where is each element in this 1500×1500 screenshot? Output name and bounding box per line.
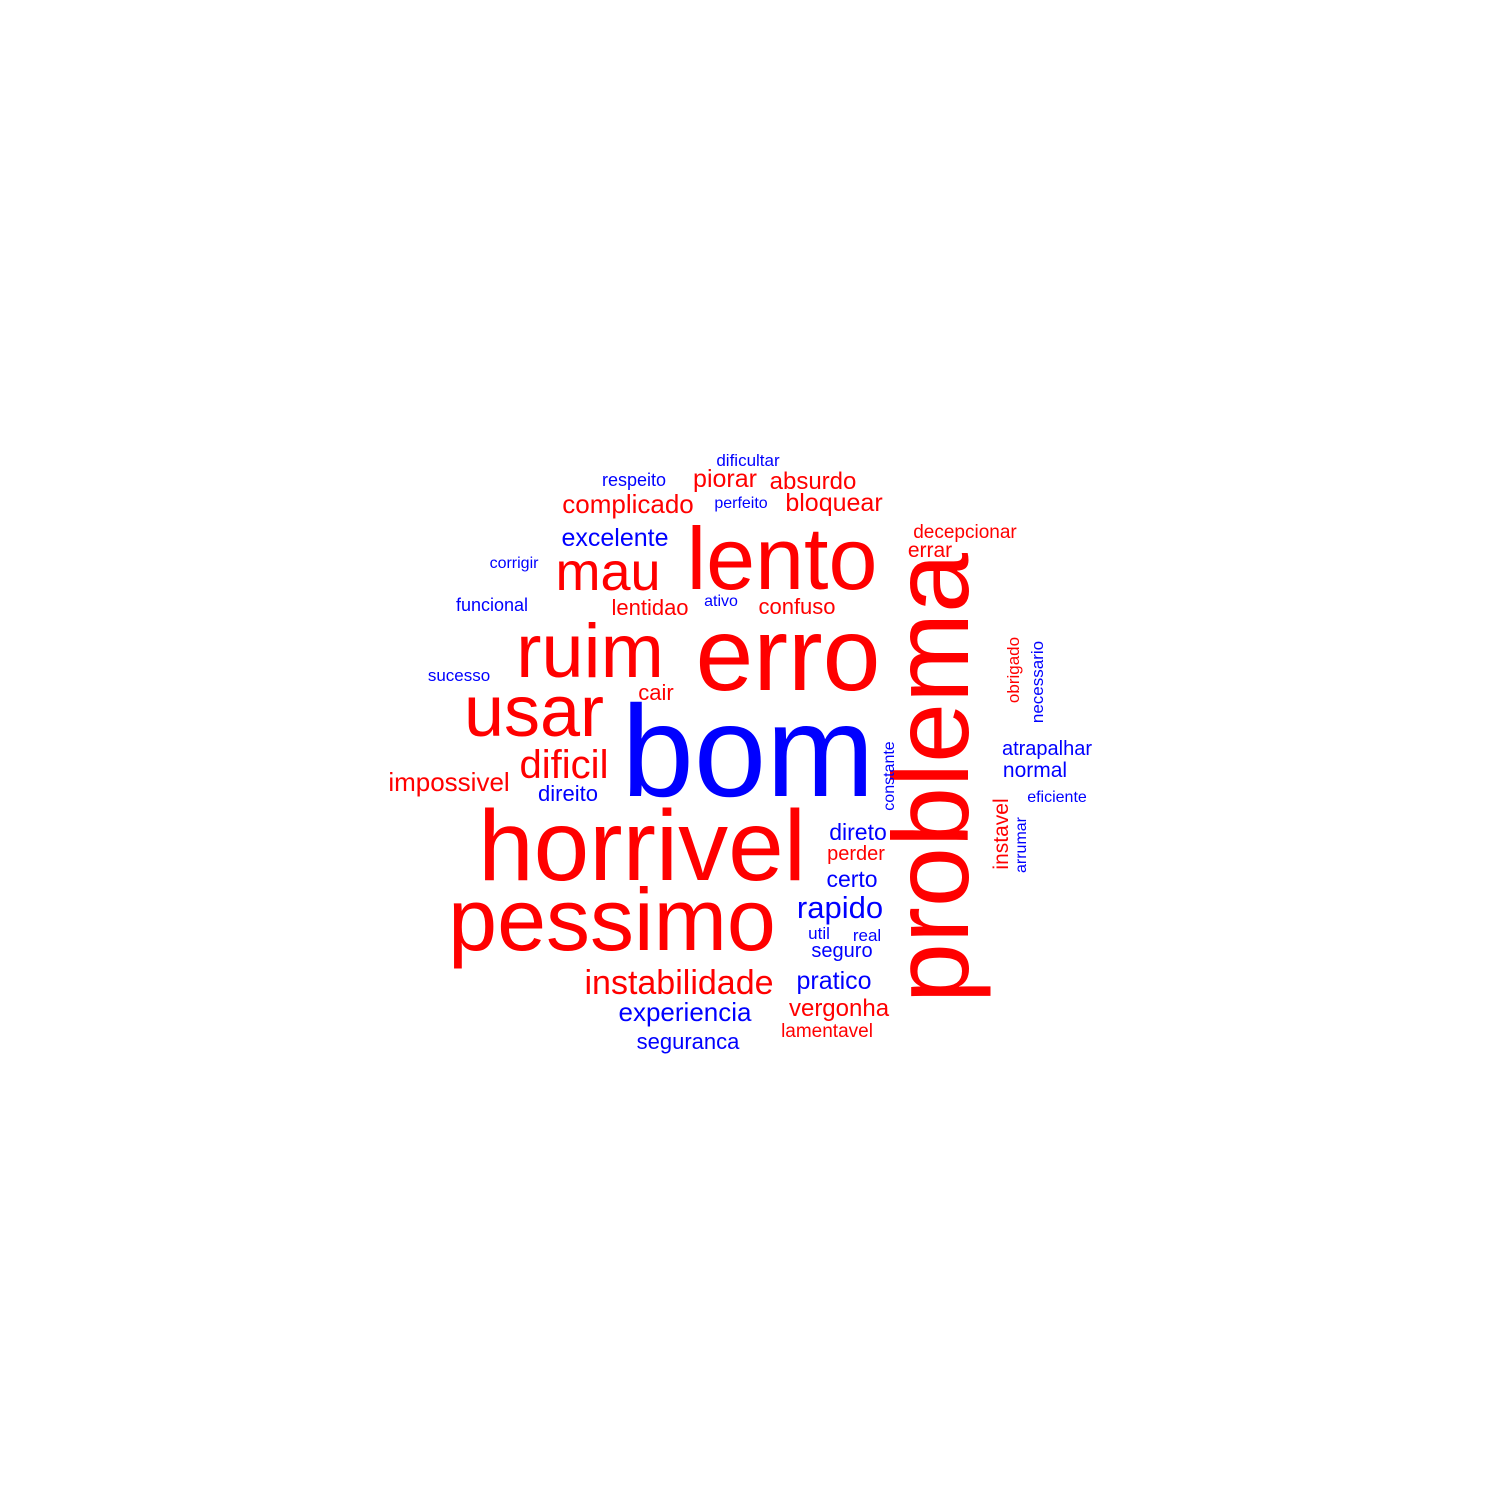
word-dificil: dificil <box>520 743 609 787</box>
word-usar: usar <box>464 672 604 752</box>
word-errar: errar <box>908 539 952 562</box>
word-cair: cair <box>638 680 673 705</box>
word-excelente: excelente <box>561 524 668 552</box>
word-perfeito: perfeito <box>714 495 767 512</box>
word-sucesso: sucesso <box>428 666 490 685</box>
word-ativo: ativo <box>704 593 738 610</box>
word-decepcionar: decepcionar <box>913 522 1017 543</box>
word-lamentavel: lamentavel <box>781 1021 873 1042</box>
word-util: util <box>808 924 830 943</box>
word-funcional: funcional <box>456 595 528 615</box>
word-lento: lento <box>687 509 878 608</box>
word-instavel: instavel <box>990 798 1013 869</box>
word-piorar: piorar <box>693 465 757 493</box>
word-necessario: necessario <box>1028 641 1047 723</box>
word-corrigir: corrigir <box>490 555 540 572</box>
word-atrapalhar: atrapalhar <box>1002 738 1092 760</box>
word-bom: bom <box>622 678 875 824</box>
word-certo: certo <box>826 866 877 892</box>
word-dificultar: dificultar <box>716 451 780 470</box>
word-real: real <box>853 926 881 945</box>
word-erro: erro <box>696 597 881 713</box>
word-vergonha: vergonha <box>789 995 890 1022</box>
word-arrumar: arrumar <box>1013 816 1030 873</box>
word-horrivel: horrivel <box>478 790 806 902</box>
word-experiencia: experiencia <box>619 997 753 1027</box>
word-ruim: ruim <box>516 609 664 694</box>
word-obrigado: obrigado <box>1004 637 1023 703</box>
word-respeito: respeito <box>602 470 666 490</box>
word-complicado: complicado <box>562 489 694 519</box>
word-direito: direito <box>538 781 598 806</box>
word-rapido: rapido <box>797 890 883 925</box>
word-lentidao: lentidao <box>611 595 688 620</box>
word-confuso: confuso <box>758 594 835 619</box>
word-pessimo: pessimo <box>448 870 776 969</box>
word-perder: perder <box>827 843 885 865</box>
word-absurdo: absurdo <box>770 468 857 495</box>
word-seguro: seguro <box>811 940 872 962</box>
word-direto: direto <box>829 819 887 845</box>
word-bloquear: bloquear <box>785 489 882 517</box>
word-normal: normal <box>1003 759 1067 782</box>
word-instabilidade: instabilidade <box>584 964 773 1002</box>
word-mau: mau <box>555 542 660 602</box>
word-constante: constante <box>881 741 898 810</box>
word-pratico: pratico <box>796 967 871 995</box>
word-impossivel: impossivel <box>388 767 509 797</box>
word-seguranca: seguranca <box>637 1029 741 1054</box>
word-eficiente: eficiente <box>1027 789 1087 806</box>
word-problema: problema <box>870 552 991 1003</box>
